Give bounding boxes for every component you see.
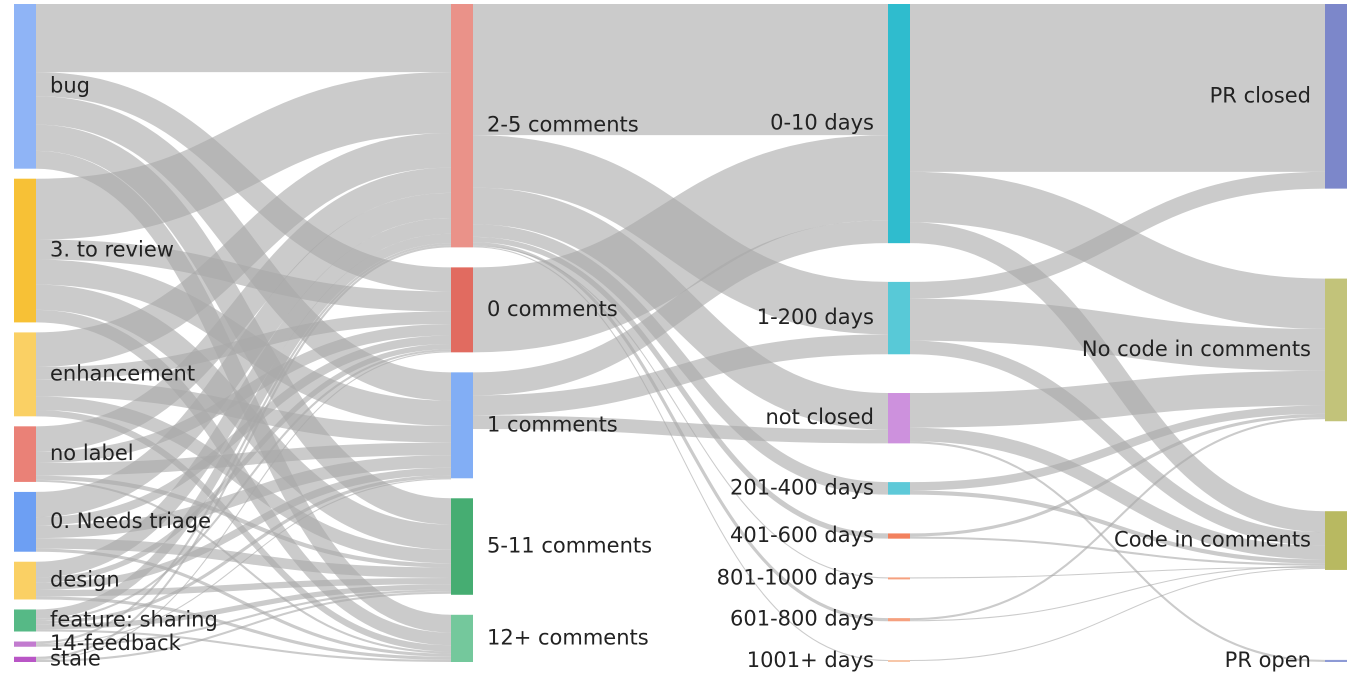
label-triage: 0. Needs triage bbox=[50, 509, 211, 533]
label-nolabel: no label bbox=[50, 441, 134, 465]
node-d601[interactable] bbox=[888, 618, 910, 622]
link-stale-to-c25 bbox=[35, 245, 452, 659]
link-c25-to-d401 bbox=[472, 236, 889, 539]
node-c1[interactable] bbox=[451, 372, 473, 479]
label-c0: 0 comments bbox=[487, 297, 618, 321]
sankey-labels: bug 3. to review enhancement no label 0. Nee… bbox=[50, 73, 1311, 672]
node-d201[interactable] bbox=[888, 482, 910, 495]
node-prc[interactable] bbox=[1325, 4, 1347, 189]
link-design-to-c12 bbox=[35, 596, 452, 660]
label-bug: bug bbox=[50, 73, 90, 97]
link-nc-to-ncode bbox=[909, 370, 1326, 428]
node-d401[interactable] bbox=[888, 533, 910, 539]
link-nolabel-to-c1 bbox=[35, 442, 452, 476]
link-sharing-to-c12 bbox=[35, 629, 452, 662]
link-sharing-to-c25 bbox=[35, 233, 452, 619]
link-sharing-to-c511 bbox=[35, 584, 452, 630]
label-nc: not closed bbox=[766, 405, 875, 429]
link-feedback-to-c511 bbox=[35, 589, 452, 647]
link-review-to-c25 bbox=[35, 72, 452, 240]
node-c25[interactable] bbox=[451, 4, 473, 248]
link-c1-to-d010 bbox=[472, 220, 889, 396]
link-d010-to-ncode bbox=[909, 171, 1326, 329]
node-d801[interactable] bbox=[888, 577, 910, 580]
sankey-links bbox=[35, 4, 1326, 662]
link-feedback-to-c25 bbox=[35, 243, 452, 644]
link-c0-to-d010 bbox=[472, 135, 889, 353]
label-c1: 1 comments bbox=[487, 412, 618, 436]
link-d201-to-ncode bbox=[909, 405, 1326, 491]
link-d401-to-ncode bbox=[909, 413, 1326, 537]
label-review: 3. to review bbox=[50, 238, 174, 262]
node-d1001[interactable] bbox=[888, 660, 910, 662]
node-c511[interactable] bbox=[451, 498, 473, 595]
link-c1-to-nc bbox=[472, 415, 889, 444]
link-stale-to-c0 bbox=[35, 351, 452, 660]
label-c12: 12+ comments bbox=[487, 625, 649, 649]
label-design: design bbox=[50, 568, 120, 592]
link-d1200-to-code bbox=[909, 340, 1326, 546]
label-d1200: 1-200 days bbox=[757, 305, 874, 329]
link-nolabel-to-c25 bbox=[35, 167, 452, 452]
label-c25: 2-5 comments bbox=[487, 113, 639, 137]
label-stale: stale bbox=[50, 646, 101, 670]
link-stale-to-c511 bbox=[35, 591, 452, 662]
node-nolabel[interactable] bbox=[14, 426, 36, 482]
link-d1200-to-ncode bbox=[909, 298, 1326, 371]
label-d201: 201-400 days bbox=[730, 475, 874, 499]
node-triage[interactable] bbox=[14, 491, 36, 552]
node-pro[interactable] bbox=[1325, 659, 1347, 662]
label-feedback: 14-feedback bbox=[50, 631, 182, 655]
label-d801: 801-1000 days bbox=[717, 565, 874, 589]
node-stale[interactable] bbox=[14, 656, 36, 662]
node-feedback[interactable] bbox=[14, 641, 36, 647]
link-d601-to-code bbox=[909, 565, 1326, 622]
label-pro: PR open bbox=[1225, 648, 1311, 672]
link-design-to-c0 bbox=[35, 343, 452, 583]
node-review[interactable] bbox=[14, 178, 36, 323]
node-design[interactable] bbox=[14, 561, 36, 600]
link-triage-to-c25 bbox=[35, 192, 452, 518]
link-d801-to-code bbox=[909, 566, 1326, 579]
label-d401: 401-600 days bbox=[730, 523, 874, 547]
label-sharing: feature: sharing bbox=[50, 607, 218, 631]
node-nc[interactable] bbox=[888, 393, 910, 444]
label-prc: PR closed bbox=[1210, 83, 1311, 107]
link-d401-to-code bbox=[909, 536, 1326, 566]
node-enhancement[interactable] bbox=[14, 332, 36, 417]
link-d1200-to-prc bbox=[909, 171, 1326, 299]
node-code[interactable] bbox=[1325, 511, 1347, 570]
node-c0[interactable] bbox=[451, 267, 473, 353]
link-d1001-to-code bbox=[909, 567, 1326, 662]
link-d010-to-code bbox=[909, 222, 1326, 533]
label-c511: 5-11 comments bbox=[487, 534, 652, 558]
node-bug[interactable] bbox=[14, 4, 36, 169]
sankey-nodes bbox=[14, 4, 1347, 662]
label-d601: 601-800 days bbox=[730, 607, 874, 631]
link-triage-to-c1 bbox=[35, 455, 452, 539]
link-enhancement-to-c25 bbox=[35, 133, 452, 368]
label-d010: 0-10 days bbox=[770, 111, 874, 135]
link-enhancement-to-c511 bbox=[35, 396, 452, 564]
link-d601-to-ncode bbox=[909, 417, 1326, 621]
link-d201-to-code bbox=[909, 490, 1326, 564]
node-d1200[interactable] bbox=[888, 281, 910, 355]
label-code: Code in comments bbox=[1114, 528, 1311, 552]
node-d010[interactable] bbox=[888, 4, 910, 244]
link-nc-to-code bbox=[909, 427, 1326, 560]
link-c25-to-d201 bbox=[472, 224, 889, 495]
link-design-to-c1 bbox=[35, 467, 452, 591]
label-ncode: No code in comments bbox=[1082, 337, 1311, 361]
label-d1001: 1001+ days bbox=[747, 648, 874, 672]
link-sharing-to-c1 bbox=[35, 475, 452, 625]
link-c1-to-d1200 bbox=[472, 334, 889, 416]
node-sharing[interactable] bbox=[14, 609, 36, 632]
node-ncode[interactable] bbox=[1325, 278, 1347, 422]
link-sharing-to-c0 bbox=[35, 349, 452, 622]
node-c12[interactable] bbox=[451, 614, 473, 662]
link-design-to-c25 bbox=[35, 217, 452, 578]
link-review-to-c0 bbox=[35, 239, 452, 312]
label-enhancement: enhancement bbox=[50, 361, 195, 385]
